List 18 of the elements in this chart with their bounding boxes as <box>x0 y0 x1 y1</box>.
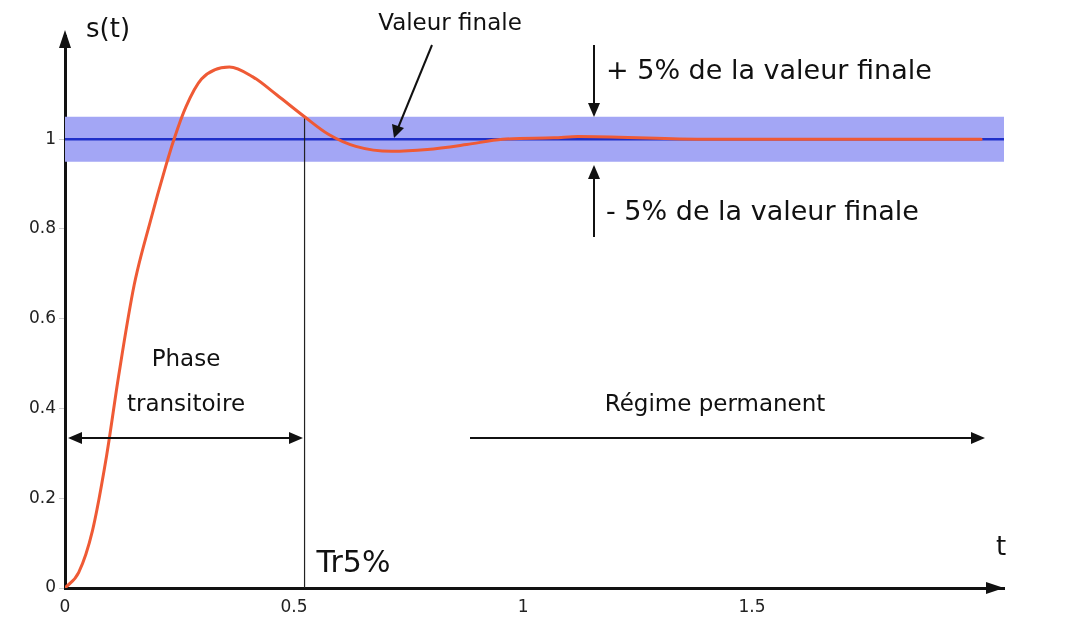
x-axis-title: t <box>996 530 1007 561</box>
x-tick-label: 1 <box>517 595 529 616</box>
y-axis-title: s(t) <box>86 12 131 43</box>
annotation: - 5% de la valeur finale <box>606 195 919 227</box>
y-tick-label: 0.4 <box>28 396 56 417</box>
y-tick-label: 1 <box>45 127 56 148</box>
annotation: + 5% de la valeur finale <box>606 54 932 86</box>
x-tick-label: 1.5 <box>738 595 766 616</box>
y-tick-label: 0.8 <box>28 217 56 238</box>
y-tick-label: 0 <box>45 576 56 597</box>
annotation: Régime permanent <box>604 389 826 416</box>
annotation: Phase transitoire <box>126 344 246 416</box>
y-tick-label: 0.6 <box>28 307 56 328</box>
ref-line-label: Tr5% <box>315 544 391 579</box>
text: Valeur finale <box>378 8 522 35</box>
x-tick-label: 0.5 <box>280 595 308 616</box>
x-tick-label: 0 <box>59 595 71 616</box>
y-tick-label: 0.2 <box>28 486 56 507</box>
